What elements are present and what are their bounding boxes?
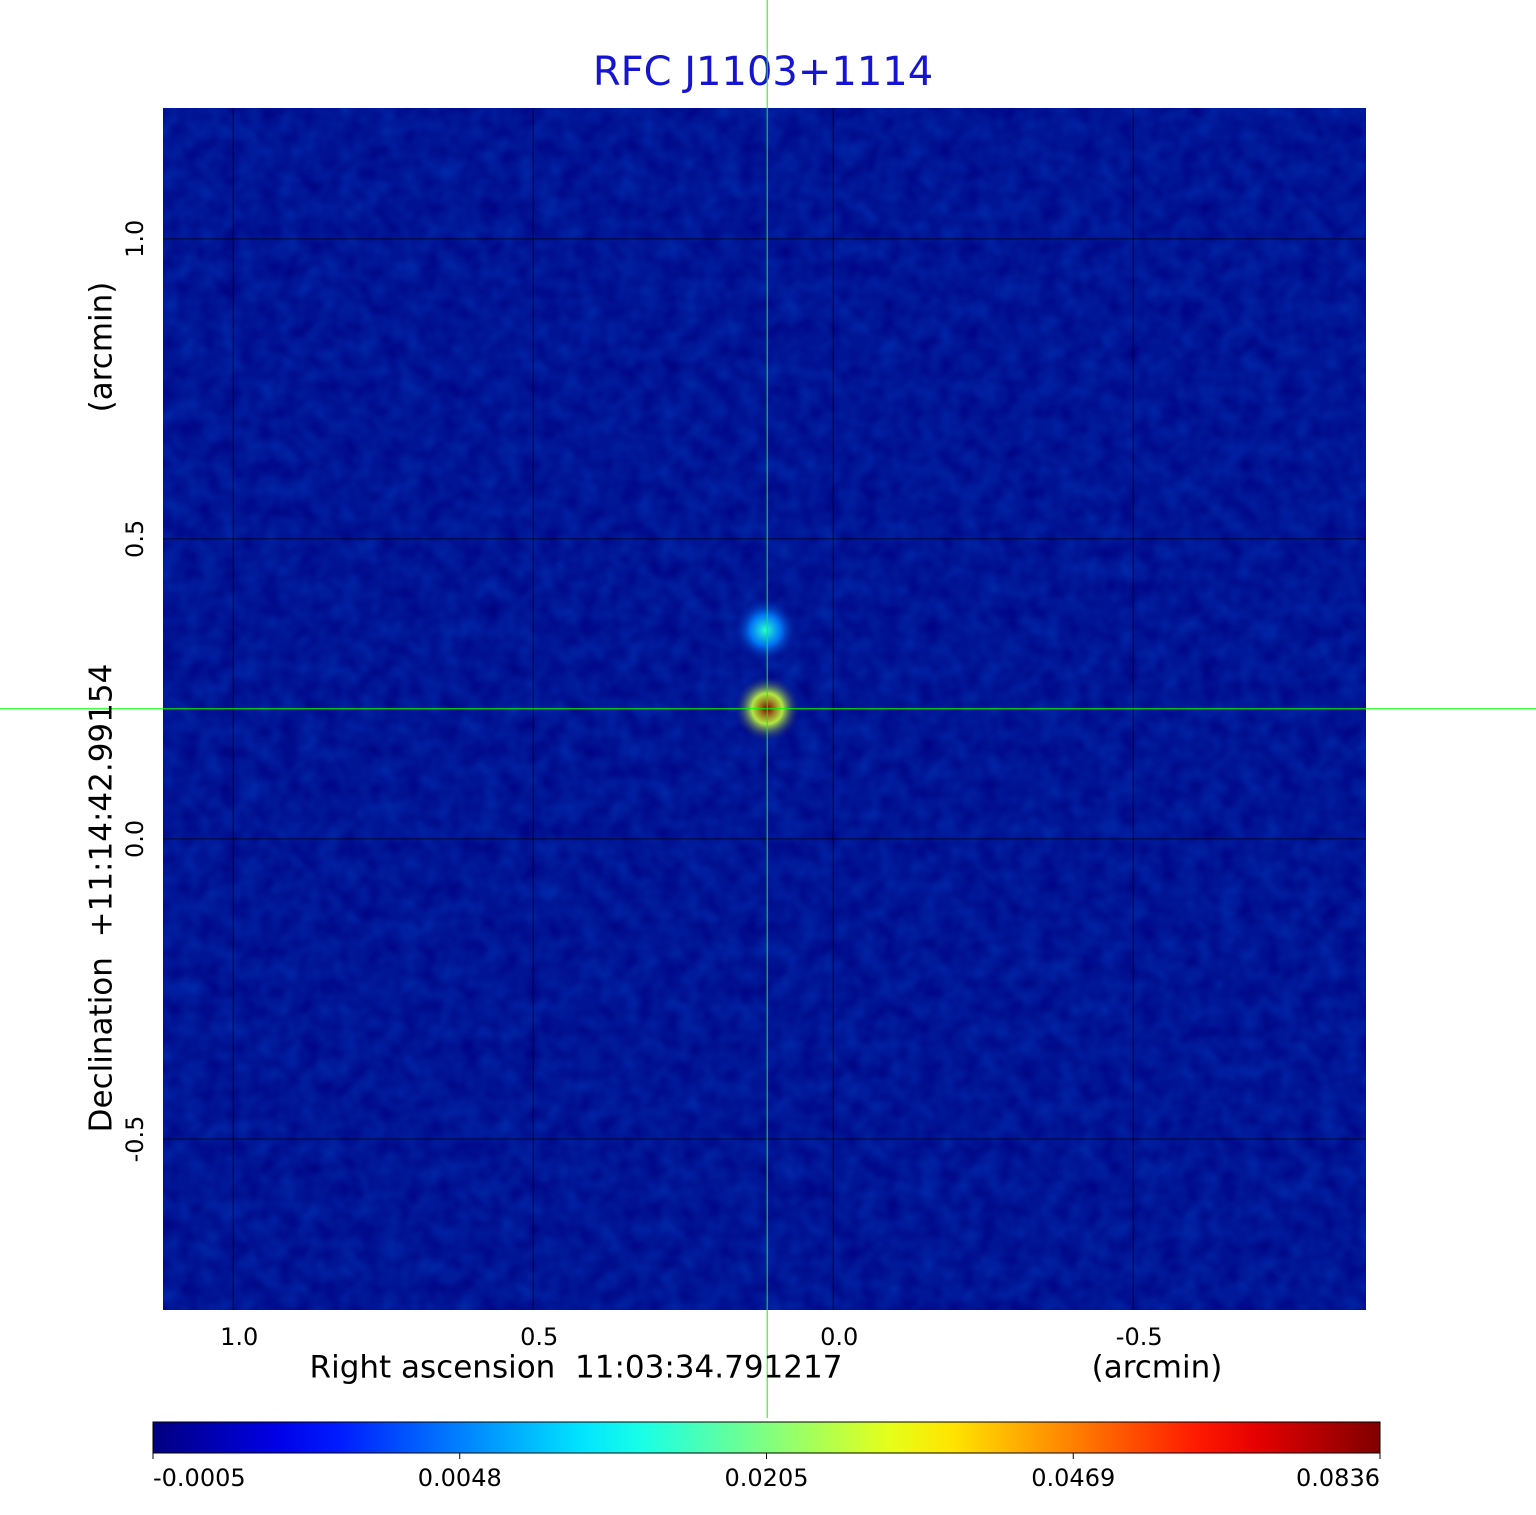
x-axis-label: Right ascension 11:03:34.791217 bbox=[310, 1350, 843, 1386]
y-axis-unit: (arcmin) bbox=[84, 282, 120, 413]
colorbar bbox=[152, 1421, 1381, 1454]
colorbar-tick-label: 0.0836 bbox=[1296, 1464, 1380, 1492]
colorbar-tick-label: 0.0205 bbox=[725, 1464, 809, 1492]
y-axis-label: Declination +11:14:42.99154 bbox=[84, 664, 120, 1133]
x-tick-label: 0.5 bbox=[520, 1323, 558, 1351]
y-tick-label: 0.5 bbox=[121, 520, 149, 558]
x-axis-unit: (arcmin) bbox=[1092, 1350, 1223, 1386]
colorbar-tick-label: -0.0005 bbox=[153, 1464, 246, 1492]
x-tick-label: 1.0 bbox=[220, 1323, 258, 1351]
y-tick-label: 0.0 bbox=[121, 820, 149, 858]
source bbox=[731, 596, 800, 665]
y-tick-label: -0.5 bbox=[121, 1116, 149, 1163]
x-tick-label: 0.0 bbox=[820, 1323, 858, 1351]
colorbar-tick-label: 0.0048 bbox=[418, 1464, 502, 1492]
y-tick-label: 1.0 bbox=[121, 220, 149, 258]
colorbar-tick-label: 0.0469 bbox=[1031, 1464, 1115, 1492]
x-tick-label: -0.5 bbox=[1116, 1323, 1163, 1351]
chart-title: RFC J1103+1114 bbox=[593, 49, 933, 95]
